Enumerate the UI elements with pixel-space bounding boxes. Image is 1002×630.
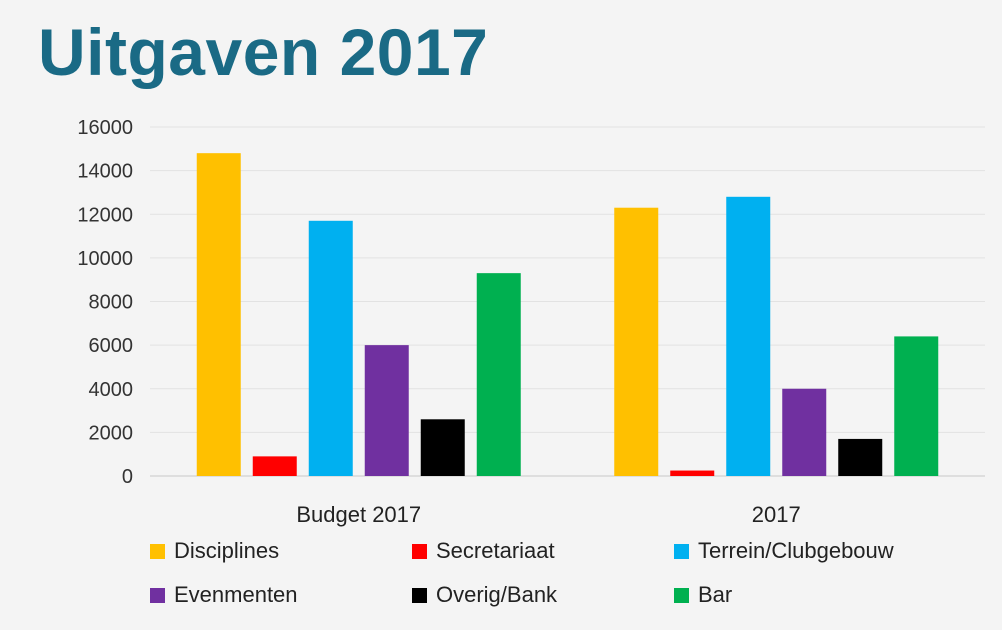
legend-label: Terrein/Clubgebouw [698, 538, 894, 563]
bar-overig-bank [838, 438, 883, 476]
bar-secretariaat [252, 456, 297, 476]
bars [196, 153, 939, 477]
legend-item: Bar [674, 582, 970, 608]
y-tick-label: 6000 [89, 335, 134, 357]
y-tick-label: 10000 [77, 248, 133, 270]
bar-disciplines [614, 207, 659, 477]
legend: Disciplines Secretariaat Terrein/Clubgebou… [150, 538, 970, 608]
y-tick-label: 8000 [89, 292, 134, 314]
legend-item: Overig/Bank [412, 582, 674, 608]
y-tick-label: 16000 [77, 117, 133, 139]
bar-evenmenten [782, 388, 827, 476]
legend-swatch [412, 587, 427, 603]
legend-label: Secretariaat [436, 538, 555, 563]
bar-terrein-clubgebouw [726, 196, 771, 477]
legend-item: Terrein/Clubgebouw [674, 538, 970, 564]
bar-secretariaat [670, 470, 715, 476]
chart-title: Uitgaven 2017 [38, 15, 489, 89]
y-tick-label: 12000 [77, 204, 133, 226]
y-axis-ticks: 0 2000 4000 6000 8000 10000 12000 14000 16000 [77, 117, 133, 488]
legend-swatch [674, 587, 689, 603]
y-tick-label: 14000 [77, 161, 133, 183]
bar-overig-bank [420, 419, 465, 476]
y-tick-label: 4000 [89, 379, 134, 401]
y-tick-label: 2000 [89, 422, 134, 444]
bar-chart: 0 2000 4000 6000 8000 10000 12000 14000 16000 Bu… [77, 117, 985, 527]
y-tick-label: 0 [122, 466, 133, 488]
legend-label: Bar [698, 582, 733, 607]
x-tick-label: 2017 [752, 502, 801, 527]
bar-terrein-clubgebouw [308, 220, 353, 476]
legend-label: Overig/Bank [436, 582, 558, 607]
legend-swatch [674, 543, 689, 559]
legend-item: Evenmenten [150, 582, 412, 608]
bar-disciplines [196, 153, 241, 477]
bar-bar [476, 273, 521, 476]
legend-label: Disciplines [174, 538, 280, 563]
bar-bar [894, 336, 939, 476]
x-tick-label: Budget 2017 [296, 502, 421, 527]
legend-swatch [150, 543, 165, 559]
legend-swatch [412, 543, 427, 559]
legend-swatch [150, 587, 165, 603]
legend-item: Secretariaat [412, 538, 674, 564]
x-axis-ticks: Budget 2017 2017 [296, 502, 800, 527]
legend-item: Disciplines [150, 538, 412, 564]
gridlines [150, 126, 985, 477]
legend-label: Evenmenten [174, 582, 298, 607]
bar-evenmenten [364, 345, 409, 476]
